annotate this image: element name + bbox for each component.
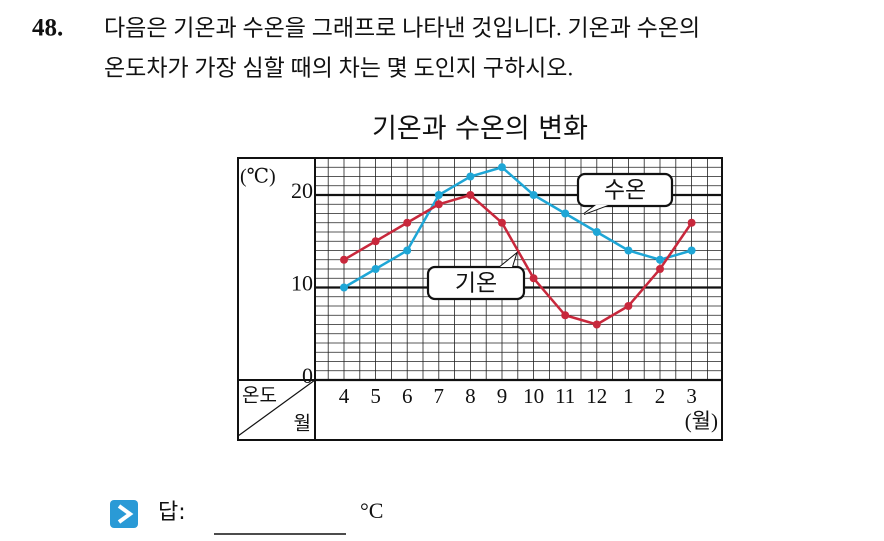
question-number: 48. [32, 15, 63, 42]
answer-label: 답: [158, 500, 186, 525]
answer-unit: °C [360, 498, 383, 523]
data-point [656, 265, 664, 273]
data-point [624, 246, 633, 255]
x-tick-label: 6 [402, 384, 413, 408]
data-point [561, 209, 570, 218]
data-point [687, 246, 696, 255]
data-point [434, 191, 443, 199]
x-tick-label: 10 [523, 384, 544, 408]
answer-icon [110, 500, 138, 528]
series-line [343, 165, 692, 289]
callout-tail-cover [584, 205, 608, 214]
data-point [466, 191, 475, 199]
callout-box [576, 172, 674, 208]
data-point [592, 228, 601, 236]
x-tick-label: 7 [434, 384, 445, 408]
x-tick-label: 5 [370, 384, 381, 408]
answer: 답: °C [110, 498, 383, 535]
legend-label: 수온 [604, 178, 646, 204]
x-tick-label: 4 [339, 384, 350, 408]
callout-box [426, 265, 526, 301]
data-point [592, 320, 601, 329]
data-point [340, 283, 348, 292]
x-tick-label: 11 [555, 384, 575, 408]
chart-frame [237, 157, 723, 441]
data-point [371, 237, 380, 246]
data-point [371, 265, 380, 273]
x-tick-label: 1 [623, 384, 634, 408]
x-tick-label: 3 [686, 384, 697, 408]
data-point [434, 200, 443, 209]
question-text: 다음은 기온과 수온을 그래프로 나타낸 것입니다. 기온과 수온의 [104, 15, 700, 40]
data-point [561, 311, 570, 320]
data-point [656, 255, 664, 264]
legend-label: 기온 [455, 271, 497, 297]
data-point [403, 218, 412, 227]
data-point [687, 218, 696, 227]
y-tick-label: 0 [302, 363, 313, 388]
chart-title: 기온과 수온의 변화 [372, 114, 588, 145]
x-tick-label: 12 [586, 384, 607, 408]
callout-tail-cover [500, 254, 516, 267]
corner-top: 온도 [242, 385, 277, 407]
data-point [466, 172, 475, 181]
data-point [403, 246, 412, 255]
series-line [343, 193, 693, 326]
data-point [624, 302, 633, 310]
x-tick-label: 2 [655, 384, 666, 408]
data-point [529, 191, 538, 199]
corner-diagonal [237, 379, 316, 437]
x-tick-label: 8 [465, 384, 476, 408]
question-text: 온도차가 가장 심할 때의 차는 몇 도인지 구하시오. [104, 55, 573, 80]
data-point [529, 274, 538, 283]
corner-bottom: 월 [294, 413, 311, 435]
x-unit: (월) [685, 409, 718, 433]
data-point [498, 163, 506, 172]
answer-icon-arrow [117, 504, 134, 524]
data-point [498, 218, 506, 227]
data-point [340, 255, 348, 264]
y-tick-label: 20 [291, 178, 313, 203]
y-unit: (℃) [240, 166, 276, 188]
y-tick-label: 10 [291, 271, 313, 296]
x-tick-label: 9 [497, 384, 508, 408]
